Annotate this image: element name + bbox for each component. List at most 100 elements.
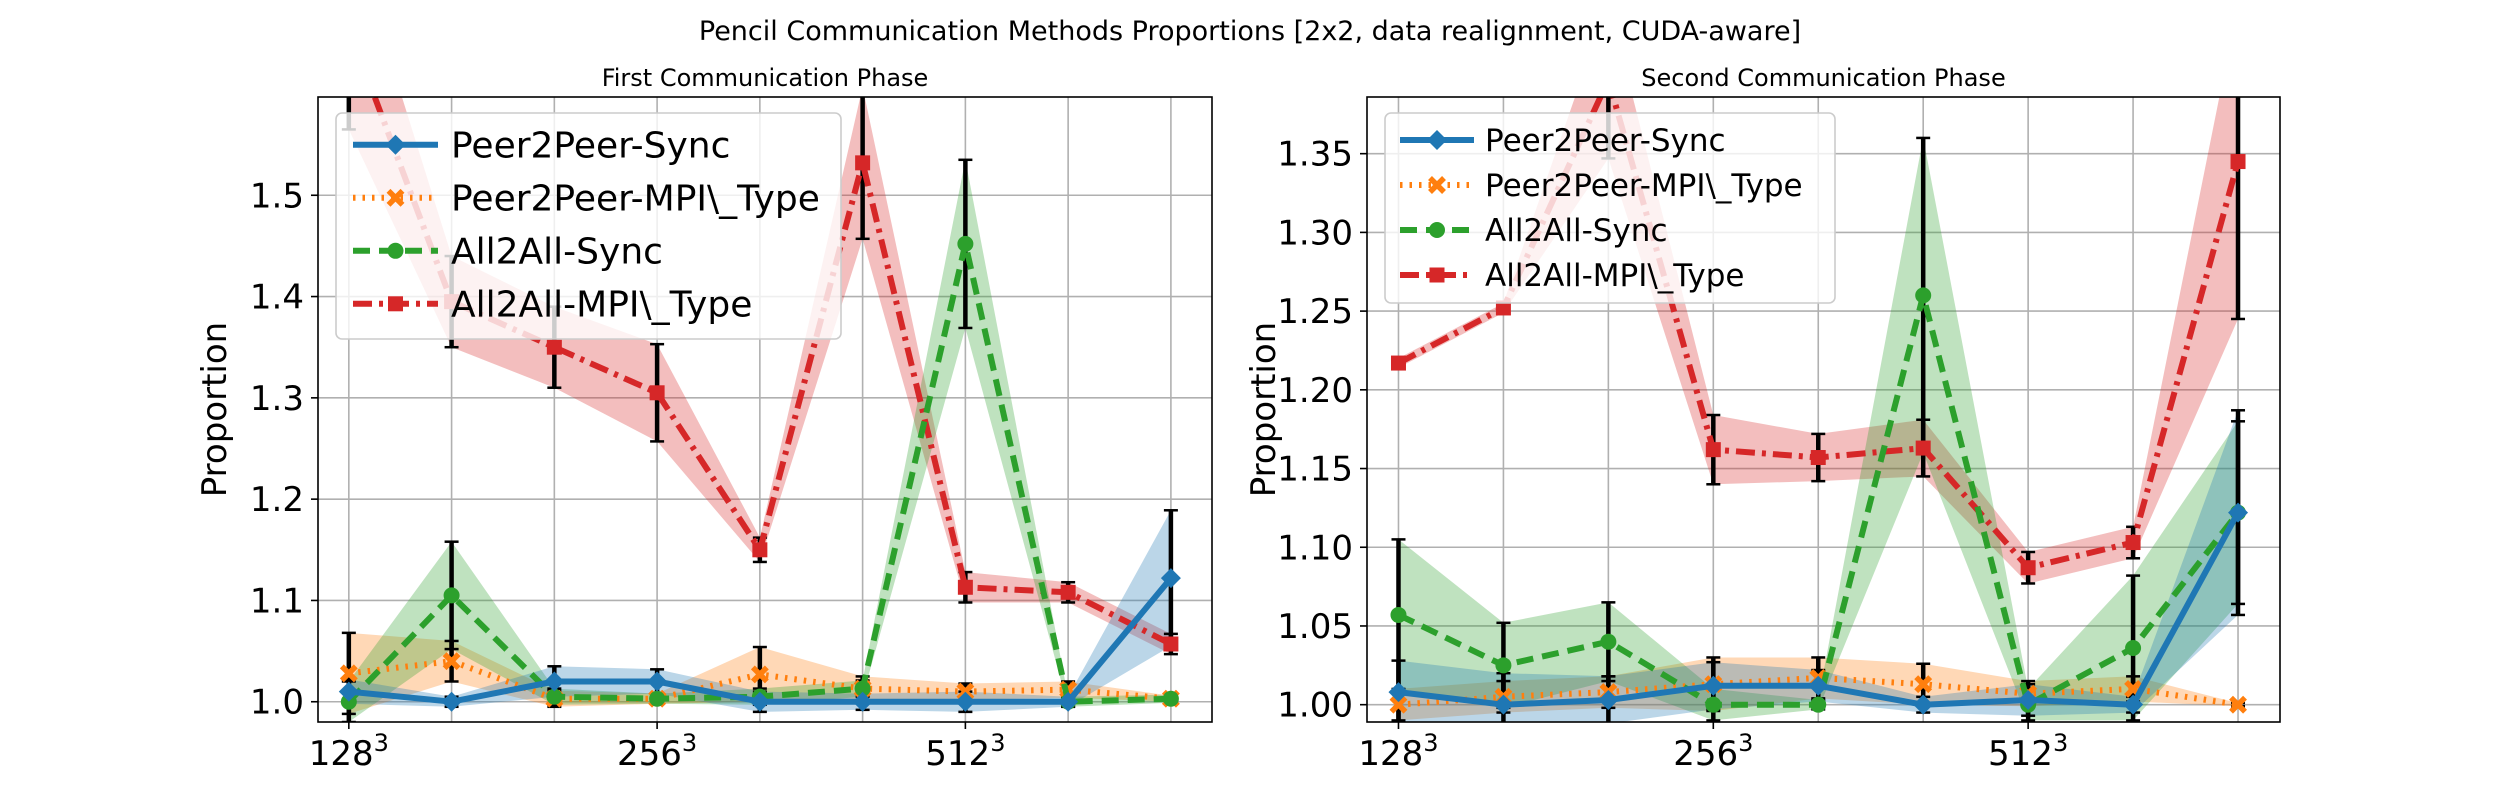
point-all2all-mpi-type [2125, 535, 2141, 551]
y-tick-label: 1.0 [250, 683, 304, 723]
point-peer2peer-sync [1598, 689, 1619, 710]
axes-frame [1366, 96, 2281, 723]
point-peer2peer-mpi-type [750, 665, 769, 684]
series-layer [1388, 97, 2249, 722]
legend-item-all2all-mpi-type: All2All-MPI\_Type [353, 284, 752, 325]
point-all2all-mpi-type [752, 542, 768, 558]
point-peer2peer-sync [544, 671, 565, 692]
point-all2all-sync [1600, 633, 1617, 650]
point-peer2peer-mpi-type [339, 664, 358, 683]
legend: Peer2Peer-Sync Peer2Peer-MPI\_Type All2All… [1384, 112, 1836, 304]
point-all2all-sync [1390, 606, 1407, 623]
point-peer2peer-sync [2228, 502, 2249, 523]
legend-label: Peer2Peer-MPI\_Type [1485, 168, 1803, 204]
point-all2all-mpi-type [1163, 636, 1179, 652]
legend-marker [386, 188, 405, 207]
point-peer2peer-sync [955, 691, 976, 712]
y-axis-label: Proportion [1244, 322, 1284, 497]
legend-label: Peer2Peer-Sync [451, 125, 730, 166]
y-tick-label: 1.3 [250, 379, 304, 419]
point-all2all-mpi-type [1060, 584, 1076, 600]
legend: Peer2Peer-Sync Peer2Peer-MPI\_Type All2All… [335, 112, 842, 340]
point-all2all-mpi-type [1915, 440, 1931, 456]
point-all2all-sync [1915, 287, 1932, 304]
y-axis: 1.00 1.05 1.10 1.15 1.20 1.25 1.30 1.35 [1277, 135, 1367, 726]
point-peer2peer-sync [1913, 694, 1934, 715]
point-peer2peer-mpi-type [2229, 695, 2247, 714]
point-peer2peer-sync [1058, 691, 1079, 712]
point-all2all-mpi-type [1810, 450, 1826, 466]
x-tick-label: 5123 [1988, 729, 2068, 774]
y-tick-label: 1.2 [250, 480, 304, 520]
point-peer2peer-mpi-type [1389, 695, 1408, 714]
legend-label: All2All-MPI\_Type [451, 284, 752, 325]
point-peer2peer-sync [2123, 694, 2144, 715]
legend-label: Peer2Peer-MPI\_Type [451, 178, 820, 219]
series-layer [338, 97, 1181, 722]
point-peer2peer-sync [1160, 568, 1181, 589]
x-axis: 1283 2563 5123 [309, 722, 1005, 774]
y-tick-label: 1.30 [1277, 213, 1353, 253]
point-peer2peer-sync [338, 681, 359, 702]
chart-panel-second-phase: 1.00 1.05 1.10 1.15 1.20 1.25 1.30 1.35 1283 2563… [1244, 64, 2281, 774]
x-axis: 1283 2563 5123 [1358, 722, 2068, 774]
point-all2all-sync [443, 587, 460, 604]
y-tick-label: 1.4 [250, 278, 304, 318]
point-all2all-sync [957, 235, 974, 252]
y-tick-label: 1.00 [1277, 686, 1353, 726]
point-all2all-mpi-type [1390, 355, 1406, 371]
point-peer2peer-sync [1493, 694, 1514, 715]
legend-item-peer2peer-mpi-type: Peer2Peer-MPI\_Type [353, 178, 820, 219]
x-tick-label: 2563 [617, 729, 697, 774]
y-tick-label: 1.25 [1277, 292, 1353, 332]
point-all2all-sync [1810, 696, 1827, 713]
point-all2all-mpi-type [649, 385, 665, 401]
series-peer2peer-sync [338, 568, 1181, 712]
point-peer2peer-mpi-type [442, 652, 461, 671]
point-peer2peer-sync [749, 691, 770, 712]
y-tick-label: 1.20 [1277, 371, 1353, 411]
point-all2all-sync [1705, 696, 1722, 713]
point-peer2peer-sync [1808, 675, 1829, 696]
point-peer2peer-mpi-type [956, 682, 975, 701]
y-tick-label: 1.10 [1277, 528, 1353, 568]
legend-marker [1429, 267, 1445, 283]
legend-item-all2all-mpi-type: All2All-MPI\_Type [1400, 258, 1745, 294]
point-peer2peer-sync [647, 671, 668, 692]
point-all2all-mpi-type [1705, 442, 1721, 458]
legend-marker [1429, 222, 1445, 238]
point-all2all-sync [649, 690, 666, 707]
x-tick-label: 5123 [925, 729, 1005, 774]
legend-item-peer2peer-mpi-type: Peer2Peer-MPI\_Type [1400, 168, 1803, 204]
point-all2all-mpi-type [2230, 154, 2246, 170]
band-peer2peer-sync [1398, 410, 2238, 722]
series-all2all-sync [1390, 287, 2247, 713]
legend-item-all2all-sync: All2All-Sync [353, 231, 663, 272]
figure-title: Pencil Communication Methods Proportions… [699, 16, 1801, 47]
y-tick-label: 1.15 [1277, 450, 1353, 490]
point-peer2peer-sync [1388, 682, 1409, 703]
point-all2all-sync [2125, 640, 2142, 657]
legend-label: All2All-Sync [1485, 213, 1668, 249]
legend-item-peer2peer-sync: Peer2Peer-Sync [1400, 123, 1726, 159]
x-tick-label: 1283 [309, 729, 389, 774]
point-all2all-mpi-type [957, 579, 973, 595]
point-all2all-mpi-type [2020, 560, 2036, 576]
point-all2all-mpi-type [546, 339, 562, 355]
point-peer2peer-sync [1703, 675, 1724, 696]
y-axis: 1.0 1.1 1.2 1.3 1.4 1.5 [250, 176, 318, 723]
point-all2all-sync [1495, 657, 1512, 674]
legend-frame [335, 112, 842, 340]
subplot-title: First Communication Phase [602, 64, 929, 92]
point-all2all-mpi-type [1495, 300, 1511, 316]
point-all2all-sync [546, 688, 563, 705]
point-all2all-sync [1162, 690, 1179, 707]
chart-panel-first-phase: 1.0 1.1 1.2 1.3 1.4 1.5 1283 2563 5123 First Comm… [195, 64, 1213, 774]
y-tick-label: 1.05 [1277, 607, 1353, 647]
point-peer2peer-sync [852, 691, 873, 712]
y-axis-label: Proportion [195, 322, 235, 497]
point-all2all-mpi-type [855, 155, 871, 171]
legend-label: All2All-Sync [451, 231, 663, 272]
legend-frame [1384, 112, 1836, 304]
